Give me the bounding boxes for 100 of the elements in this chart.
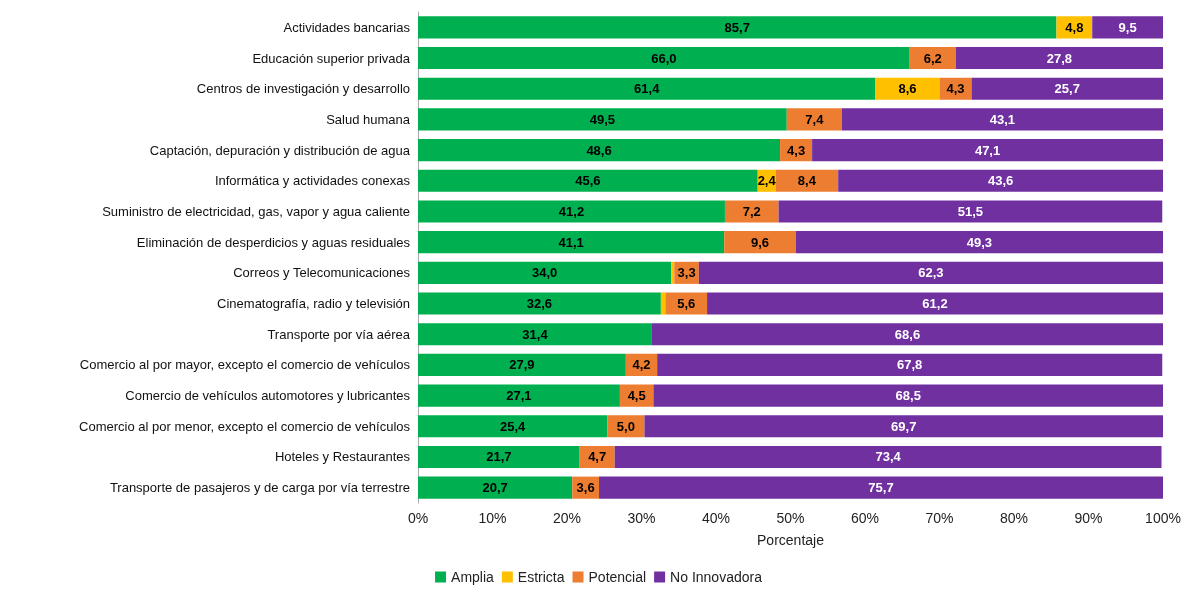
bar <box>812 139 1163 162</box>
bar <box>707 292 1163 315</box>
data-label: 7,2 <box>742 203 761 219</box>
data-label: 49,3 <box>966 234 993 250</box>
y-tick-label: Suministro de electricidad, gas, vapor y agua caliente <box>102 203 410 219</box>
bar <box>665 292 708 315</box>
data-label: 48,6 <box>586 142 612 158</box>
bar <box>657 353 1163 376</box>
data-label: 3,6 <box>576 480 595 496</box>
x-tick-label: 100% <box>1145 510 1181 526</box>
bar <box>775 169 839 192</box>
data-label: 85,7 <box>724 19 750 35</box>
data-label: 73,4 <box>875 449 902 465</box>
data-label: 69,7 <box>891 418 917 434</box>
bar <box>660 292 666 315</box>
data-label: 51,5 <box>957 203 984 219</box>
x-tick-label: 10% <box>478 510 507 526</box>
bar <box>614 445 1162 469</box>
legend-label: No Innovadora <box>670 569 763 585</box>
y-tick-label: Salud humana <box>326 111 411 127</box>
bar <box>838 169 1163 192</box>
bar <box>698 261 1163 284</box>
x-axis-title: Porcentaje <box>757 532 825 548</box>
data-label: 32,6 <box>526 296 553 312</box>
data-label: 8,6 <box>898 81 917 97</box>
data-label: 61,2 <box>922 296 948 312</box>
data-label: 4,2 <box>632 357 651 373</box>
data-label: 2,4 <box>757 173 777 189</box>
x-tick-label: 80% <box>999 510 1029 526</box>
bar <box>418 108 787 131</box>
data-label: 4,7 <box>588 449 607 465</box>
data-label: 25,7 <box>1054 81 1080 97</box>
bar <box>418 261 672 284</box>
data-label: 41,1 <box>558 234 584 250</box>
data-label: 21,7 <box>486 449 512 465</box>
bar <box>418 16 1057 39</box>
data-label: 9,6 <box>750 234 769 250</box>
bar <box>418 384 620 407</box>
x-tick-label: 90% <box>1074 510 1103 526</box>
data-label: 47,1 <box>974 142 1001 158</box>
data-label: 27,9 <box>509 357 535 373</box>
y-tick-label: Eliminación de desperdicios y aguas residuales <box>136 234 411 250</box>
data-label: 4,3 <box>787 142 806 158</box>
x-tick-label: 20% <box>552 510 582 526</box>
y-tick-label: Comercio al por menor, excepto el comercio de vehículos <box>79 418 411 434</box>
y-tick-label: Comercio al por mayor, excepto el comercio de vehículos <box>79 357 411 373</box>
data-label: 4,3 <box>946 81 965 97</box>
data-label: 8,4 <box>797 173 817 189</box>
y-tick-label: Captación, depuración y distribución de agua <box>149 142 411 158</box>
bar <box>651 323 1163 346</box>
data-label: 66,0 <box>651 50 677 66</box>
data-label: 31,4 <box>522 326 549 342</box>
y-tick-label: Transporte de pasajeros y de carga por vía terrestre <box>109 480 410 496</box>
bar <box>644 415 1163 438</box>
data-label: 3,3 <box>677 265 696 281</box>
y-tick-label: Educación superior privada <box>252 50 411 66</box>
data-label: 20,7 <box>482 480 508 496</box>
x-tick-label: 40% <box>701 510 731 526</box>
x-tick-label: 0% <box>407 510 429 526</box>
data-label: 7,4 <box>805 111 825 127</box>
legend-label: Estricta <box>517 569 565 585</box>
data-label: 67,8 <box>897 357 923 373</box>
data-label: 41,2 <box>558 203 585 219</box>
x-tick-label: 70% <box>925 510 954 526</box>
bar <box>795 231 1163 254</box>
bar <box>418 46 910 70</box>
bar <box>955 46 1163 70</box>
data-label: 68,6 <box>894 326 921 342</box>
data-label: 9,5 <box>1118 19 1137 35</box>
bar <box>418 353 626 376</box>
y-tick-label: Transporte por vía aérea <box>267 326 411 342</box>
data-label: 75,7 <box>868 480 894 496</box>
bar <box>599 476 1163 499</box>
data-label: 27,1 <box>506 388 532 404</box>
bar <box>786 108 842 131</box>
data-label: 43,1 <box>989 111 1016 127</box>
bar <box>418 476 573 499</box>
data-label: 62,3 <box>918 265 944 281</box>
y-tick-label: Hoteles y Restaurantes <box>274 449 411 465</box>
bar <box>778 200 1163 223</box>
data-label: 49,5 <box>589 111 616 127</box>
bar <box>724 231 796 254</box>
bar <box>841 108 1163 131</box>
bar <box>418 415 608 438</box>
data-label: 68,5 <box>895 388 921 404</box>
bar <box>653 384 1163 407</box>
bar <box>971 77 1163 100</box>
legend-label: Potencial <box>588 569 647 585</box>
bar <box>418 139 781 162</box>
bar <box>1092 16 1163 39</box>
y-tick-label: Cinematografía, radio y televisión <box>217 296 410 312</box>
data-label: 45,6 <box>575 173 601 189</box>
bar <box>418 77 876 100</box>
bar <box>875 77 940 100</box>
bar <box>418 231 725 254</box>
y-tick-label: Centros de investigación y desarrollo <box>196 81 410 97</box>
x-tick-label: 50% <box>776 510 805 526</box>
y-tick-label: Informática y actividades conexas <box>214 173 411 189</box>
data-label: 6,2 <box>923 50 942 66</box>
bar <box>418 200 725 223</box>
